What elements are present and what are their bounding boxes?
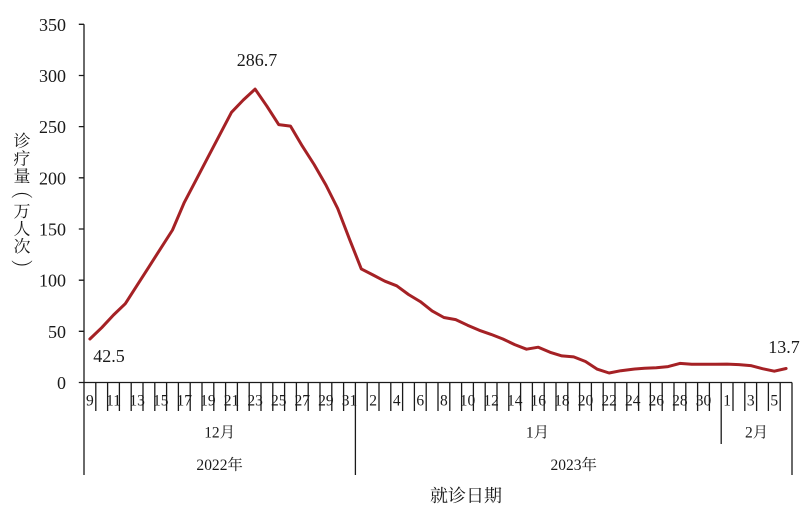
- svg-text:27: 27: [295, 393, 311, 410]
- svg-text:13.7: 13.7: [768, 337, 800, 357]
- svg-text:23: 23: [247, 393, 263, 410]
- svg-text:1: 1: [204, 424, 212, 441]
- svg-text:18: 18: [554, 393, 570, 410]
- svg-text:2: 2: [212, 457, 220, 474]
- svg-text:250: 250: [39, 117, 66, 137]
- svg-text:150: 150: [39, 219, 66, 239]
- svg-text:20: 20: [578, 393, 594, 410]
- svg-text:29: 29: [318, 393, 334, 410]
- svg-text:28: 28: [672, 393, 688, 410]
- svg-text:2: 2: [551, 457, 559, 474]
- svg-text:286.7: 286.7: [237, 50, 278, 70]
- svg-text:21: 21: [224, 393, 240, 410]
- svg-text:100: 100: [39, 271, 66, 291]
- svg-text:16: 16: [531, 393, 547, 410]
- svg-text:2: 2: [369, 393, 377, 410]
- svg-text:11: 11: [106, 393, 121, 410]
- svg-text:300: 300: [39, 66, 66, 86]
- svg-text:2: 2: [212, 424, 220, 441]
- svg-text:0: 0: [204, 457, 212, 474]
- svg-text:19: 19: [200, 393, 216, 410]
- svg-text:2: 2: [220, 457, 228, 474]
- svg-text:13: 13: [129, 393, 145, 410]
- svg-text:50: 50: [48, 322, 66, 342]
- svg-text:200: 200: [39, 168, 66, 188]
- svg-text:22: 22: [601, 393, 617, 410]
- svg-text:350: 350: [39, 15, 66, 35]
- svg-text:4: 4: [393, 393, 401, 410]
- svg-text:24: 24: [625, 393, 641, 410]
- svg-text:8: 8: [440, 393, 448, 410]
- svg-text:0: 0: [558, 457, 566, 474]
- svg-text:3: 3: [574, 457, 582, 474]
- svg-text:6: 6: [416, 393, 424, 410]
- svg-text:42.5: 42.5: [93, 346, 125, 366]
- svg-text:3: 3: [747, 393, 755, 410]
- svg-text:31: 31: [342, 393, 358, 410]
- svg-text:30: 30: [696, 393, 712, 410]
- svg-text:0: 0: [57, 373, 66, 393]
- svg-text:14: 14: [507, 393, 523, 410]
- svg-text:2: 2: [196, 457, 204, 474]
- svg-text:10: 10: [460, 393, 476, 410]
- svg-text:1: 1: [723, 393, 731, 410]
- svg-text:5: 5: [770, 393, 778, 410]
- svg-text:2: 2: [566, 457, 574, 474]
- svg-text:12: 12: [483, 393, 499, 410]
- svg-text:25: 25: [271, 393, 287, 410]
- svg-text:26: 26: [649, 393, 665, 410]
- svg-text:1: 1: [526, 424, 534, 441]
- svg-text:15: 15: [153, 393, 169, 410]
- svg-text:2: 2: [745, 424, 753, 441]
- svg-text:17: 17: [177, 393, 193, 410]
- svg-text:9: 9: [86, 393, 94, 410]
